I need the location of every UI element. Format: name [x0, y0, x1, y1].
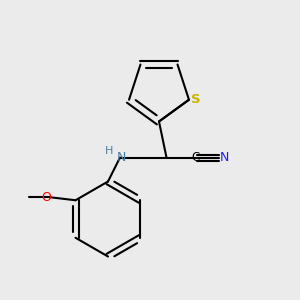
Text: N: N	[220, 151, 229, 164]
Text: N: N	[117, 151, 126, 164]
Text: H: H	[104, 146, 113, 156]
Text: O: O	[41, 191, 51, 204]
Text: S: S	[191, 93, 200, 106]
Text: C: C	[191, 151, 199, 164]
